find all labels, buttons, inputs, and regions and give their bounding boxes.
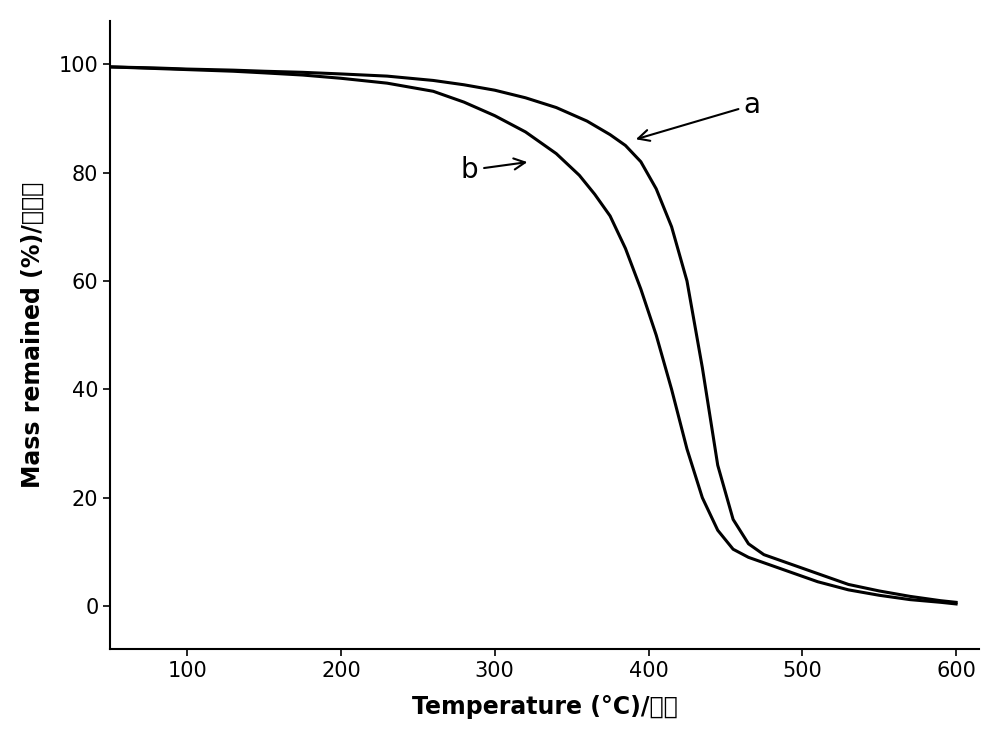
Text: b: b	[461, 156, 525, 184]
Y-axis label: Mass remained (%)/失重量: Mass remained (%)/失重量	[21, 182, 45, 488]
Text: a: a	[638, 91, 761, 141]
X-axis label: Temperature (°C)/温度: Temperature (°C)/温度	[412, 695, 678, 719]
